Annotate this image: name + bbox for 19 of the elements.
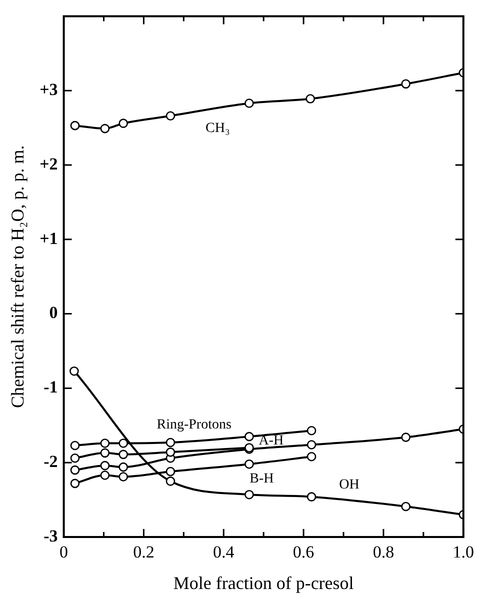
series-label: B-H xyxy=(250,471,274,486)
x-tick-label: 0.4 xyxy=(212,542,235,562)
series-label: A-H xyxy=(258,433,284,448)
y-tick-label: -2 xyxy=(44,452,58,471)
y-tick-label: +1 xyxy=(40,228,58,248)
series-label: Ring-Protons xyxy=(156,417,232,432)
y-tick-label: -3 xyxy=(44,526,58,546)
y-tick-label: +3 xyxy=(40,80,58,99)
y-tick-label: +2 xyxy=(40,154,58,174)
y-tick-label: -1 xyxy=(44,378,58,397)
x-tick-label: 1.0 xyxy=(452,542,474,562)
x-axis-title: Mole fraction of p-cresol xyxy=(173,572,354,593)
x-tick-label: 0.2 xyxy=(133,542,154,562)
x-tick-label: 0.6 xyxy=(292,542,314,562)
series-label: OH xyxy=(339,477,360,492)
y-tick-label: 0 xyxy=(49,303,58,322)
x-tick-label: 0.8 xyxy=(372,542,394,562)
series-label: CH₃ xyxy=(206,120,230,136)
y-axis-title: Chemical shift refer to H₂O, p. p. m. xyxy=(8,145,28,408)
